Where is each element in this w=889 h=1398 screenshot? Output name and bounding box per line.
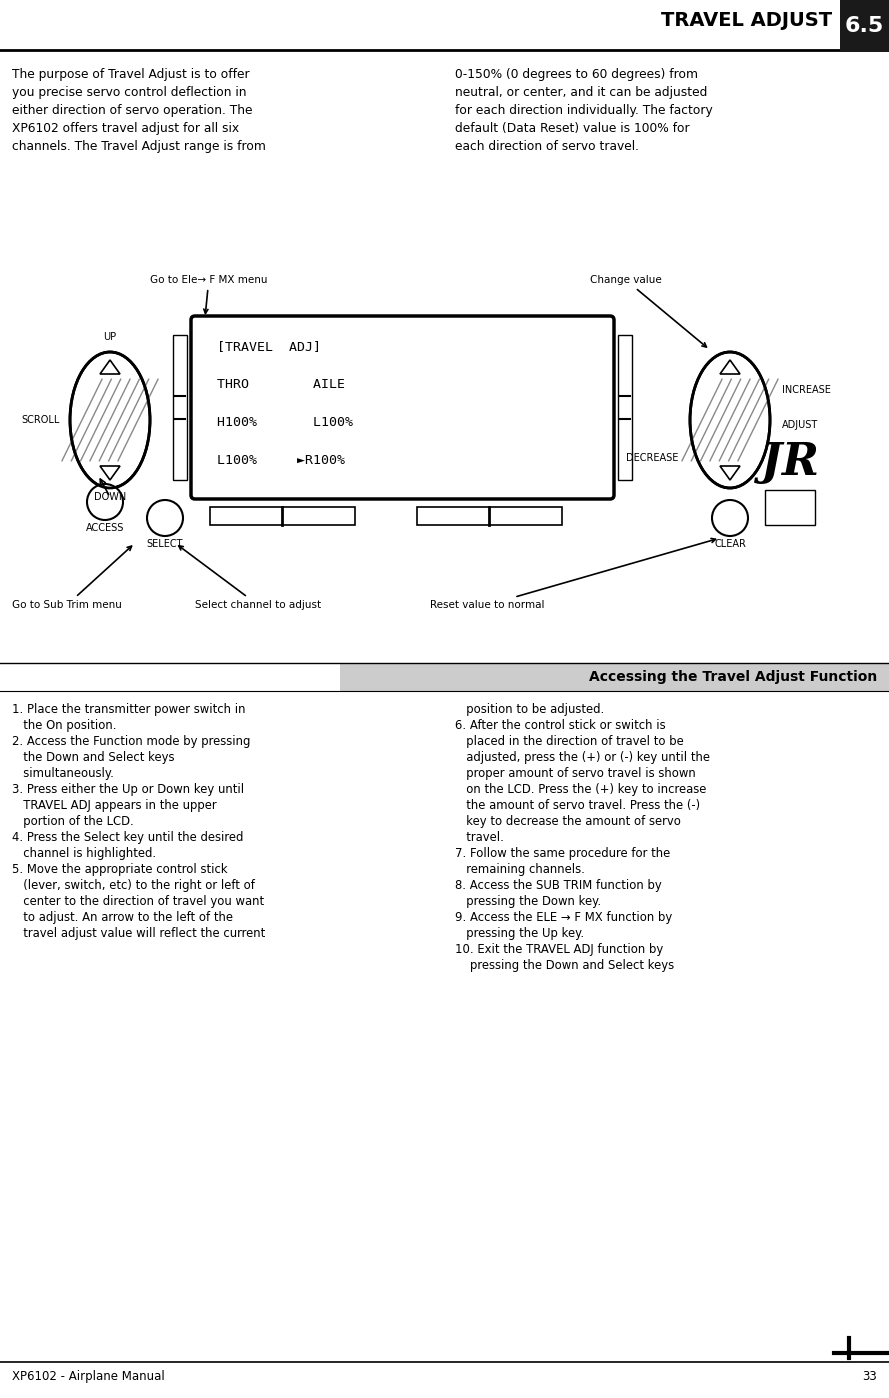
Bar xyxy=(173,336,187,480)
Text: XP6102 - Airplane Manual: XP6102 - Airplane Manual xyxy=(12,1370,164,1383)
Bar xyxy=(840,0,889,52)
Polygon shape xyxy=(720,361,740,375)
Text: TRAVEL ADJ appears in the upper: TRAVEL ADJ appears in the upper xyxy=(12,800,217,812)
Text: 6.5: 6.5 xyxy=(845,15,885,36)
Text: Go to Ele→ F MX menu: Go to Ele→ F MX menu xyxy=(150,275,268,313)
Text: [TRAVEL  ADJ]: [TRAVEL ADJ] xyxy=(217,340,321,354)
Bar xyxy=(618,336,632,480)
FancyBboxPatch shape xyxy=(191,316,614,499)
Ellipse shape xyxy=(690,352,770,488)
Text: proper amount of servo travel is shown: proper amount of servo travel is shown xyxy=(455,768,696,780)
Text: the On position.: the On position. xyxy=(12,719,116,733)
Text: DOWN: DOWN xyxy=(94,492,126,502)
Text: DECREASE: DECREASE xyxy=(626,453,678,463)
Text: L100%     ►R100%: L100% ►R100% xyxy=(217,454,345,467)
Text: portion of the LCD.: portion of the LCD. xyxy=(12,815,133,828)
Text: 0-150% (0 degrees to 60 degrees) from: 0-150% (0 degrees to 60 degrees) from xyxy=(455,69,698,81)
Text: pressing the Down key.: pressing the Down key. xyxy=(455,895,601,907)
Text: either direction of servo operation. The: either direction of servo operation. The xyxy=(12,103,252,117)
Text: 2. Access the Function mode by pressing: 2. Access the Function mode by pressing xyxy=(12,735,251,748)
Text: JR: JR xyxy=(761,440,819,484)
Text: 1. Place the transmitter power switch in: 1. Place the transmitter power switch in xyxy=(12,703,245,716)
Text: H100%       L100%: H100% L100% xyxy=(217,417,353,429)
Text: SELECT: SELECT xyxy=(147,540,183,549)
Text: XP6102 offers travel adjust for all six: XP6102 offers travel adjust for all six xyxy=(12,122,239,136)
Bar xyxy=(210,507,355,526)
Text: on the LCD. Press the (+) key to increase: on the LCD. Press the (+) key to increas… xyxy=(455,783,707,795)
Text: 9. Access the ELE → F MX function by: 9. Access the ELE → F MX function by xyxy=(455,911,672,924)
Text: Go to Sub Trim menu: Go to Sub Trim menu xyxy=(12,547,132,610)
Text: Reset value to normal: Reset value to normal xyxy=(430,538,716,610)
Text: channel is highlighted.: channel is highlighted. xyxy=(12,847,156,860)
Text: position to be adjusted.: position to be adjusted. xyxy=(455,703,605,716)
Text: remaining channels.: remaining channels. xyxy=(455,863,585,877)
Polygon shape xyxy=(720,466,740,480)
Text: SCROLL: SCROLL xyxy=(21,415,60,425)
Ellipse shape xyxy=(70,352,150,488)
Circle shape xyxy=(87,484,123,520)
Text: pressing the Down and Select keys: pressing the Down and Select keys xyxy=(455,959,674,972)
Text: 8. Access the SUB TRIM function by: 8. Access the SUB TRIM function by xyxy=(455,879,661,892)
Text: to adjust. An arrow to the left of the: to adjust. An arrow to the left of the xyxy=(12,911,233,924)
Text: you precise servo control deflection in: you precise servo control deflection in xyxy=(12,87,246,99)
Text: Accessing the Travel Adjust Function: Accessing the Travel Adjust Function xyxy=(589,670,877,684)
Circle shape xyxy=(712,500,748,535)
Text: pressing the Up key.: pressing the Up key. xyxy=(455,927,584,939)
Text: the amount of servo travel. Press the (-): the amount of servo travel. Press the (-… xyxy=(455,800,701,812)
Text: the Down and Select keys: the Down and Select keys xyxy=(12,751,174,763)
Text: ADJUST: ADJUST xyxy=(782,419,818,431)
Text: 7. Follow the same procedure for the: 7. Follow the same procedure for the xyxy=(455,847,670,860)
Polygon shape xyxy=(100,466,120,480)
Text: adjusted, press the (+) or (-) key until the: adjusted, press the (+) or (-) key until… xyxy=(455,751,710,763)
Text: TRAVEL ADJUST: TRAVEL ADJUST xyxy=(661,11,832,29)
Bar xyxy=(417,507,562,526)
Text: 5. Move the appropriate control stick: 5. Move the appropriate control stick xyxy=(12,863,228,877)
Text: travel adjust value will reflect the current: travel adjust value will reflect the cur… xyxy=(12,927,265,939)
Text: travel.: travel. xyxy=(455,830,504,844)
Bar xyxy=(765,491,815,526)
Text: Change value: Change value xyxy=(590,275,707,347)
Bar xyxy=(340,663,889,691)
Text: default (Data Reset) value is 100% for: default (Data Reset) value is 100% for xyxy=(455,122,690,136)
Text: INCREASE: INCREASE xyxy=(782,384,831,396)
Text: CLEAR: CLEAR xyxy=(714,540,746,549)
Text: each direction of servo travel.: each direction of servo travel. xyxy=(455,140,639,152)
Text: UP: UP xyxy=(103,331,116,343)
Circle shape xyxy=(147,500,183,535)
Text: simultaneously.: simultaneously. xyxy=(12,768,114,780)
Text: placed in the direction of travel to be: placed in the direction of travel to be xyxy=(455,735,684,748)
Text: Select channel to adjust: Select channel to adjust xyxy=(179,545,321,610)
Text: channels. The Travel Adjust range is from: channels. The Travel Adjust range is fro… xyxy=(12,140,266,152)
Polygon shape xyxy=(100,361,120,375)
Text: 33: 33 xyxy=(862,1370,877,1383)
Text: 4. Press the Select key until the desired: 4. Press the Select key until the desire… xyxy=(12,830,244,844)
Text: for each direction individually. The factory: for each direction individually. The fac… xyxy=(455,103,713,117)
Text: 3. Press either the Up or Down key until: 3. Press either the Up or Down key until xyxy=(12,783,244,795)
Text: (lever, switch, etc) to the right or left of: (lever, switch, etc) to the right or lef… xyxy=(12,879,255,892)
Text: neutral, or center, and it can be adjusted: neutral, or center, and it can be adjust… xyxy=(455,87,708,99)
Text: key to decrease the amount of servo: key to decrease the amount of servo xyxy=(455,815,681,828)
Text: center to the direction of travel you want: center to the direction of travel you wa… xyxy=(12,895,264,907)
Text: THRO        AILE: THRO AILE xyxy=(217,377,345,391)
Text: 10. Exit the TRAVEL ADJ function by: 10. Exit the TRAVEL ADJ function by xyxy=(455,944,663,956)
Text: The purpose of Travel Adjust is to offer: The purpose of Travel Adjust is to offer xyxy=(12,69,250,81)
Text: ACCESS: ACCESS xyxy=(86,523,124,533)
Text: 6. After the control stick or switch is: 6. After the control stick or switch is xyxy=(455,719,666,733)
